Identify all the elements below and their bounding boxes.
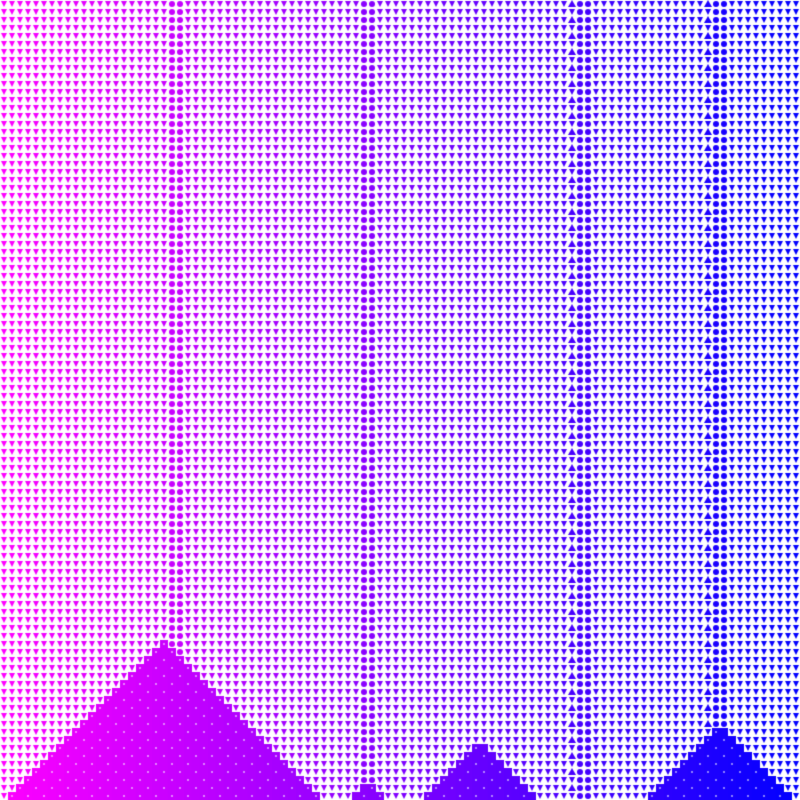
generative-pattern-canvas	[0, 0, 800, 800]
